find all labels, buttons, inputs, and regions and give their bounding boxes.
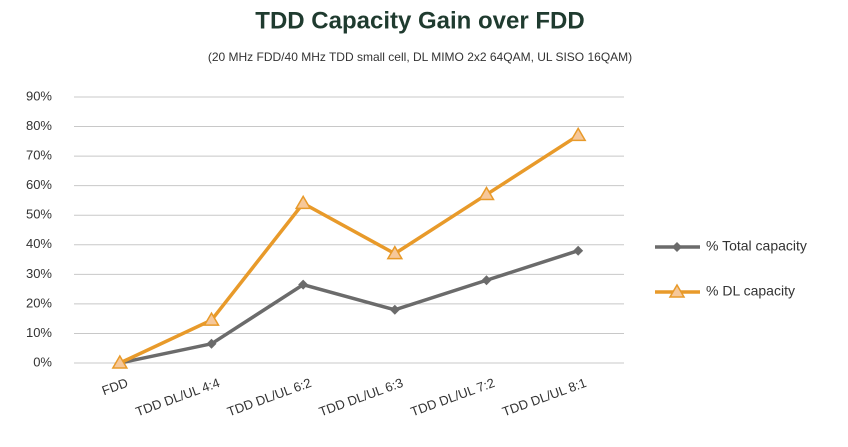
marker bbox=[203, 311, 220, 326]
marker bbox=[573, 245, 584, 256]
legend-marker bbox=[668, 283, 686, 298]
marker bbox=[481, 275, 492, 286]
y-tick-label: 90% bbox=[26, 88, 52, 103]
y-tick-label: 0% bbox=[33, 354, 52, 369]
y-tick-label: 50% bbox=[26, 207, 52, 222]
x-tick-label: TDD DL/UL 6:3 bbox=[317, 375, 405, 419]
legend-marker-shape bbox=[668, 283, 686, 298]
legend-label: % Total capacity bbox=[706, 238, 807, 254]
legend-marker-shape bbox=[672, 242, 682, 252]
x-tick-label: TDD DL/UL 4:4 bbox=[134, 375, 222, 419]
marker bbox=[206, 338, 217, 349]
marker bbox=[478, 186, 495, 201]
x-tick-label: TDD DL/UL 8:1 bbox=[500, 375, 588, 419]
x-tick-label: FDD bbox=[100, 375, 130, 398]
series-line bbox=[119, 133, 580, 365]
marker bbox=[569, 126, 587, 142]
legend-marker bbox=[672, 242, 682, 252]
marker bbox=[298, 279, 309, 290]
x-tick-label: TDD DL/UL 7:2 bbox=[409, 375, 497, 419]
y-tick-label: 20% bbox=[26, 295, 52, 310]
chart-subtitle: (20 MHz FDD/40 MHz TDD small cell, DL MI… bbox=[208, 50, 632, 64]
marker bbox=[111, 354, 129, 369]
marker bbox=[389, 304, 400, 315]
y-tick-label: 30% bbox=[26, 266, 52, 281]
y-tick-label: 60% bbox=[26, 177, 52, 192]
y-tick-label: 80% bbox=[26, 118, 52, 133]
y-tick-label: 40% bbox=[26, 236, 52, 251]
legend-label: % DL capacity bbox=[706, 283, 795, 299]
x-tick-label: TDD DL/UL 6:2 bbox=[225, 375, 313, 419]
chart-title: TDD Capacity Gain over FDD bbox=[255, 7, 584, 34]
series-line bbox=[119, 249, 579, 365]
marker bbox=[386, 245, 404, 260]
marker bbox=[294, 194, 312, 210]
y-tick-label: 10% bbox=[26, 325, 52, 340]
y-tick-label: 70% bbox=[26, 148, 52, 163]
